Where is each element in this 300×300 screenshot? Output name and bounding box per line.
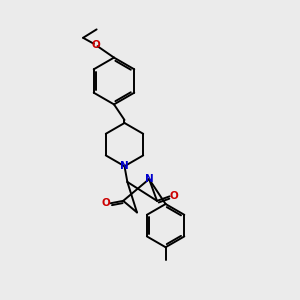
Text: O: O (92, 40, 101, 50)
Text: N: N (120, 161, 129, 171)
Text: O: O (170, 191, 178, 201)
Text: O: O (102, 198, 110, 208)
Text: N: N (145, 174, 154, 184)
